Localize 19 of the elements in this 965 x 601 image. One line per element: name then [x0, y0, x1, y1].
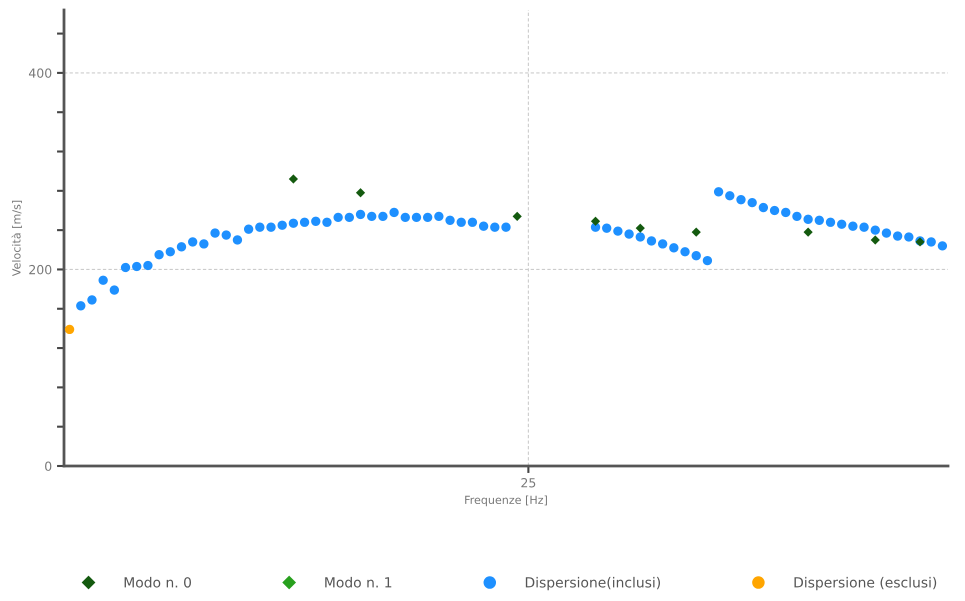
point [288, 174, 298, 184]
point [870, 235, 880, 245]
point [512, 212, 522, 221]
y-tick-label: 0 [45, 461, 52, 471]
point [804, 227, 813, 237]
point [590, 216, 600, 226]
y-tick-label: 200 [29, 264, 52, 274]
legend-label: Modo n. 1 [325, 576, 392, 588]
point [636, 224, 645, 233]
y-tick-label: 400 [28, 68, 52, 78]
point [356, 188, 366, 198]
legend-label: Modo n. 0 [124, 576, 192, 588]
point [692, 227, 701, 237]
x-axis-title: Frequenze [Hz] [465, 495, 547, 506]
legend-label: Dispersione (esclusi) [794, 576, 936, 590]
x-tick-label: 25 [521, 478, 536, 488]
legend-label: Dispersione(inclusi) [526, 576, 660, 590]
point [64, 324, 74, 334]
y-axis-title: Velocità [m/s] [12, 200, 22, 276]
